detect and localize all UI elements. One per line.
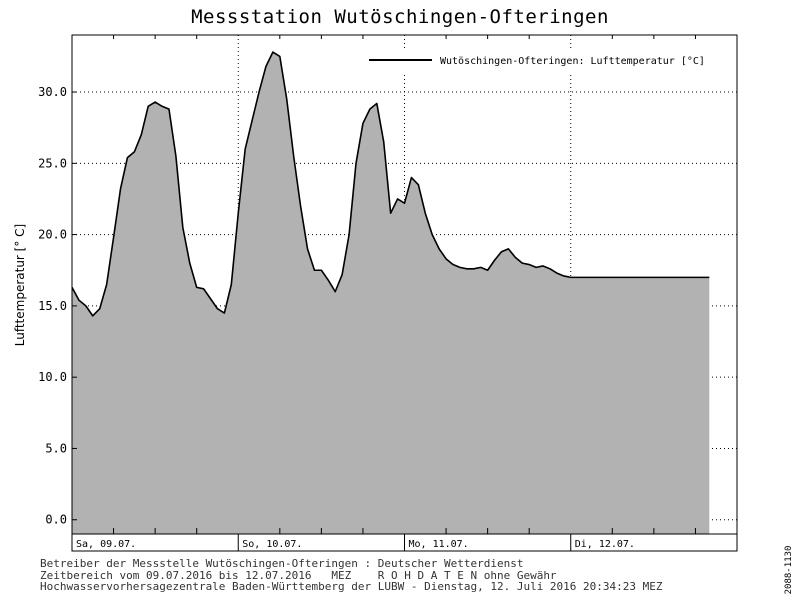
axes: 0.0 5.0 10.0 15.0 20.0 25.0 30.0 Sa, 09.07. So, … [38,34,738,552]
y-tick-label: 10.0 [38,370,67,384]
footer-line-2: Zeitbereich vom 09.07.2016 bis 12.07.201… [40,568,557,582]
x-day-label: Di, 12.07. [575,539,635,550]
legend: Wutöschingen-Ofteringen: Lufttemperatur … [364,50,720,72]
chart-title: Messstation Wutöschingen-Ofteringen [191,6,609,28]
x-day-label: So, 10.07. [242,539,302,550]
footer-line-3: Hochwasservorhersagezentrale Baden-Württ… [40,580,663,593]
y-tick-label: 25.0 [38,156,67,170]
x-day-label: Mo, 11.07. [409,539,469,550]
series-area-fill [72,52,710,535]
y-tick-label: 15.0 [38,299,67,313]
legend-label: Wutöschingen-Ofteringen: Lufttemperatur … [440,56,705,67]
legend-background [364,50,720,72]
y-tick-label: 0.0 [45,513,67,527]
footer-line-1: Betreiber der Messstelle Wutöschingen-Of… [40,557,524,570]
series-line [71,51,710,317]
series-area [71,51,710,535]
footer-text: Betreiber der Messstelle Wutöschingen-Of… [40,558,663,593]
x-day-label: Sa, 09.07. [76,539,136,550]
y-tick-label: 20.0 [38,228,67,242]
y-tick-label: 5.0 [45,441,67,455]
y-tick-label: 30.0 [38,85,67,99]
side-code: 2088-1130 [784,545,794,595]
